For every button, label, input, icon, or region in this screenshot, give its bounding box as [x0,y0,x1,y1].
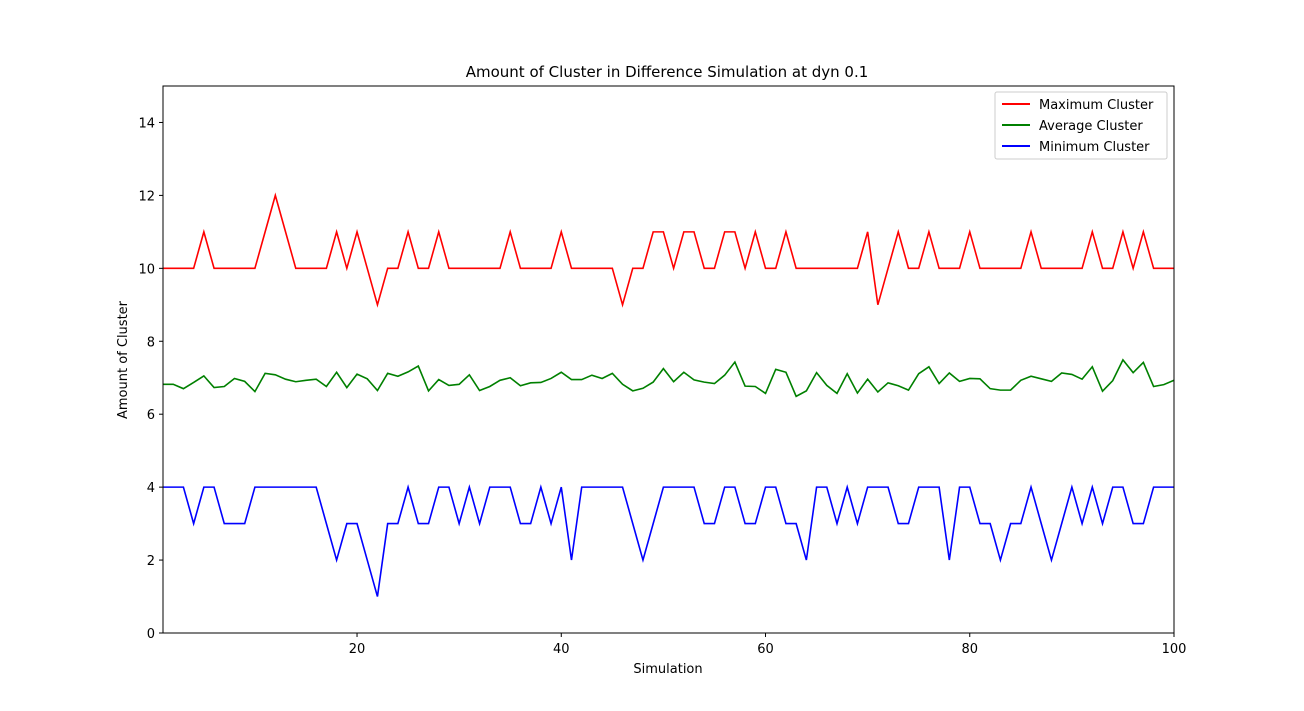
y-tick-label: 4 [147,481,155,496]
legend-label-maximum-cluster: Maximum Cluster [1039,98,1154,113]
x-tick-label: 100 [1162,642,1187,657]
plot-frame [162,85,1175,634]
legend-label-minimum-cluster: Minimum Cluster [1039,140,1150,155]
y-tick-label: 0 [147,627,155,642]
y-tick-label: 10 [138,262,155,277]
legend-label-average-cluster: Average Cluster [1039,119,1143,134]
plot-area: 20 40 60 80 100 0 2 4 6 8 10 12 14 [138,85,1186,657]
ticks-layer: 20 40 60 80 100 0 2 4 6 8 10 12 14 [138,116,1186,657]
y-axis-label: Amount of Cluster [116,300,131,419]
minimum-cluster-line [163,484,1174,597]
y-tick-label: 6 [147,408,155,423]
chart-title: Amount of Cluster in Difference Simulati… [466,63,869,81]
y-tick-label: 12 [138,189,155,204]
average-cluster-line [163,358,1175,398]
x-tick-label: 60 [757,642,774,657]
y-tick-label: 8 [147,335,155,350]
series-layer [163,192,1175,597]
x-axis-label: Simulation [633,662,702,677]
x-tick-label: 40 [553,642,570,657]
legend: Maximum Cluster Average Cluster Minimum Cl… [994,91,1168,160]
legend-entries: Maximum Cluster Average Cluster Minimum Cl… [1002,98,1154,155]
y-tick-label: 2 [147,554,155,569]
x-tick-label: 20 [349,642,366,657]
legend-box [994,91,1168,160]
maximum-cluster-line [163,192,1174,308]
y-tick-label: 14 [138,116,155,131]
x-tick-label: 80 [961,642,978,657]
